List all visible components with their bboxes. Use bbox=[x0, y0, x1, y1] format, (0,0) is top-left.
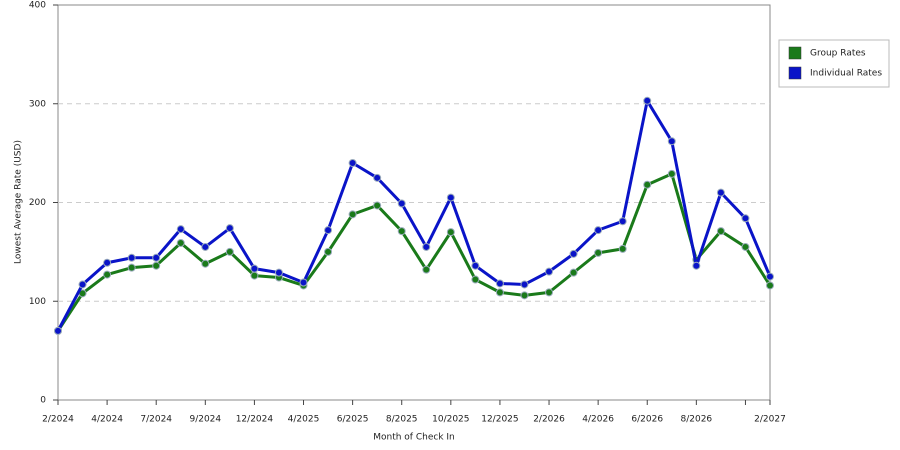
data-point bbox=[397, 199, 406, 208]
data-point bbox=[545, 288, 554, 297]
data-point bbox=[495, 288, 504, 297]
y-tick-label: 0 bbox=[40, 396, 46, 406]
data-point bbox=[324, 247, 333, 256]
data-point bbox=[716, 188, 725, 197]
data-point bbox=[741, 214, 750, 223]
data-point bbox=[643, 96, 652, 105]
data-point bbox=[103, 270, 112, 279]
data-point bbox=[201, 242, 210, 251]
data-point bbox=[569, 249, 578, 258]
data-point bbox=[373, 173, 382, 182]
data-point bbox=[766, 272, 774, 281]
y-tick-label: 200 bbox=[29, 198, 46, 208]
data-point bbox=[643, 180, 652, 189]
data-point bbox=[78, 280, 87, 289]
legend-swatch bbox=[788, 66, 802, 80]
data-point bbox=[594, 226, 603, 235]
x-axis-title: Month of Check In bbox=[373, 433, 455, 443]
legend-swatch bbox=[788, 46, 802, 60]
x-tick-label: 4/2024 bbox=[91, 415, 123, 425]
x-tick-label: 4/2026 bbox=[582, 415, 614, 425]
data-point bbox=[201, 259, 210, 268]
data-point bbox=[569, 268, 578, 277]
legend-label: Individual Rates bbox=[810, 69, 882, 79]
data-point bbox=[348, 210, 357, 219]
data-point bbox=[225, 224, 234, 233]
data-point bbox=[54, 326, 62, 335]
data-point bbox=[274, 268, 283, 277]
data-point bbox=[520, 291, 529, 300]
data-point bbox=[618, 217, 627, 226]
x-tick-label: 10/2025 bbox=[432, 415, 469, 425]
data-point bbox=[594, 248, 603, 257]
data-point bbox=[152, 261, 161, 270]
x-tick-label: 8/2025 bbox=[386, 415, 418, 425]
x-tick-label: 6/2026 bbox=[631, 415, 663, 425]
y-axis-title: Lowest Average Rate (USD) bbox=[14, 140, 24, 264]
data-point bbox=[324, 226, 333, 235]
data-point bbox=[446, 193, 455, 202]
data-point bbox=[471, 261, 480, 270]
data-point bbox=[471, 275, 480, 284]
x-tick-label: 7/2024 bbox=[140, 415, 172, 425]
data-point bbox=[176, 238, 185, 247]
data-point bbox=[176, 225, 185, 234]
y-tick-label: 100 bbox=[29, 297, 46, 307]
x-tick-label: 12/2024 bbox=[236, 415, 274, 425]
data-point bbox=[127, 253, 136, 262]
x-tick-label: 6/2025 bbox=[337, 415, 369, 425]
series-line bbox=[56, 172, 772, 332]
x-tick-label: 8/2026 bbox=[681, 415, 713, 425]
data-point bbox=[667, 137, 676, 146]
x-tick-label: 2/2024 bbox=[42, 415, 74, 425]
data-point bbox=[225, 247, 234, 256]
data-point bbox=[692, 261, 701, 270]
x-tick-label: 4/2025 bbox=[288, 415, 320, 425]
x-tick-label: 2/2026 bbox=[533, 415, 565, 425]
legend-label: Group Rates bbox=[810, 49, 866, 59]
data-point bbox=[103, 258, 112, 267]
data-point bbox=[741, 242, 750, 251]
data-point bbox=[299, 278, 308, 287]
y-tick-label: 400 bbox=[29, 1, 46, 11]
data-point bbox=[152, 253, 161, 262]
data-point bbox=[422, 265, 431, 274]
data-point bbox=[667, 169, 676, 178]
data-point bbox=[250, 271, 259, 280]
x-tick-label: 2/2027 bbox=[754, 415, 786, 425]
data-point bbox=[250, 264, 259, 273]
data-point bbox=[618, 244, 627, 253]
data-point bbox=[397, 227, 406, 236]
y-tick-label: 300 bbox=[29, 99, 46, 109]
data-point bbox=[348, 159, 357, 167]
data-point bbox=[716, 227, 725, 236]
data-point bbox=[373, 201, 382, 210]
series-line bbox=[56, 99, 772, 332]
data-point bbox=[422, 242, 431, 251]
data-point bbox=[495, 279, 504, 288]
data-point bbox=[446, 228, 455, 237]
data-point bbox=[766, 281, 774, 290]
data-point bbox=[520, 280, 529, 289]
data-point bbox=[127, 263, 136, 272]
data-point bbox=[545, 267, 554, 276]
x-tick-label: 12/2025 bbox=[481, 415, 518, 425]
x-tick-label: 9/2024 bbox=[189, 415, 221, 425]
